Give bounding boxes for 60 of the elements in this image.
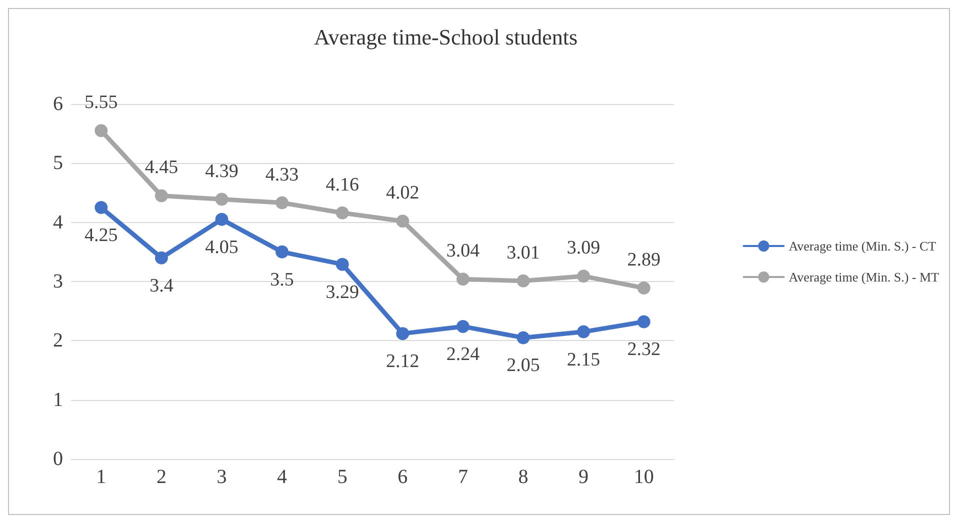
data-label: 2.24 [446,344,480,365]
point [215,212,228,226]
chart-title: Average time-School students [314,24,578,50]
data-label: 4.16 [326,174,359,196]
point [94,124,108,138]
data-label: 4.39 [205,160,238,182]
point [396,214,410,228]
y-tick-label: 0 [53,448,63,470]
y-tick-label: 2 [53,330,63,352]
y-tick-label: 6 [53,93,63,115]
x-tick-label: 4 [277,466,288,488]
x-tick-label: 6 [398,466,408,488]
data-label: 2.12 [386,351,420,372]
data-label: 3.5 [270,269,294,290]
data-label: 4.33 [265,164,299,186]
point [94,201,108,214]
data-label: 2.32 [627,339,660,360]
x-tick-label: 2 [156,466,166,488]
point [516,331,530,344]
legend-label: Average time (Min. S.) - MT [788,270,940,284]
x-tick-label: 5 [337,466,348,488]
data-label: 2.05 [506,355,540,376]
data-label: 3.09 [566,238,600,259]
point [577,325,590,338]
point [396,327,410,340]
legend-label: Average time (Min. S.) - CT [788,238,936,254]
y-tick-label: 1 [53,388,63,411]
x-tick-label: 8 [518,466,528,488]
data-label: 3.4 [150,275,174,296]
x-tick-label: 7 [458,466,468,488]
point [456,320,470,333]
x-tick-label: 10 [634,466,654,488]
data-label: 3.29 [326,282,359,303]
point [637,282,650,295]
point [215,192,228,206]
point [456,272,470,286]
point [577,270,590,283]
data-label: 4.02 [386,182,420,204]
y-tick-label: 3 [53,270,63,292]
data-label: 5.55 [84,92,118,114]
y-tick-label: 4 [53,211,63,234]
point [276,196,289,210]
x-tick-label: 1 [96,466,106,488]
point [516,274,530,288]
point [336,206,349,220]
x-tick-label: 9 [578,466,589,488]
data-label: 3.01 [506,242,540,264]
point [154,189,168,202]
point [336,258,349,271]
point [276,245,289,258]
x-tick-label: 3 [216,466,227,488]
y-tick-label: 5 [53,152,63,174]
point [154,251,168,264]
data-label: 4.25 [84,225,118,246]
point [637,315,650,328]
data-label: 4.45 [144,157,178,178]
data-label: 3.04 [446,240,480,262]
data-label: 2.15 [566,349,600,370]
data-label: 2.89 [627,250,660,271]
data-label: 4.05 [205,236,238,258]
